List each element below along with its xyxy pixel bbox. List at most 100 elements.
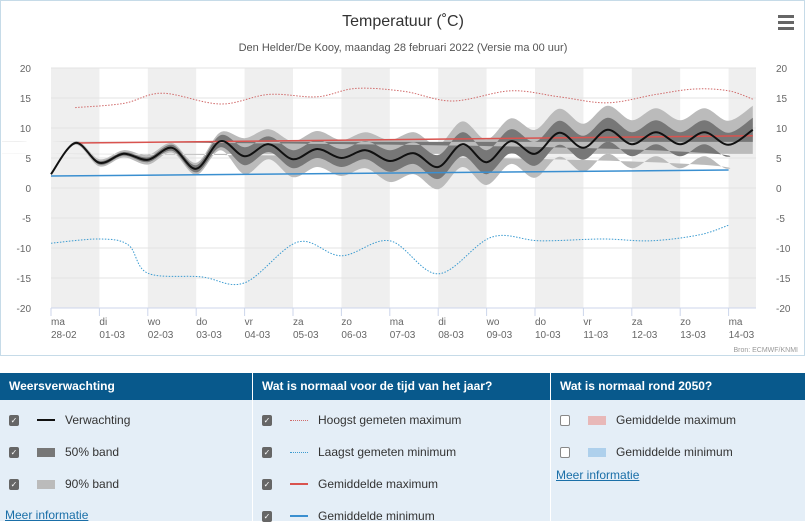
- line-swatch: [290, 419, 308, 421]
- line-swatch: [290, 451, 308, 453]
- y-tick-label-left: 5: [25, 154, 31, 165]
- line-swatch: [290, 483, 308, 485]
- menu-icon[interactable]: [778, 15, 794, 33]
- checkbox[interactable]: ✓: [262, 478, 272, 490]
- legend-2050: Wat is normaal rond 2050? Gemiddelde max…: [551, 373, 805, 521]
- y-tick-label-right: 15: [776, 94, 788, 105]
- x-tick-date: 13-03: [680, 330, 706, 341]
- x-tick-day: zo: [680, 317, 691, 328]
- x-tick-day: di: [438, 317, 446, 328]
- x-tick-date: 02-03: [148, 330, 174, 341]
- y-tick-label-left: 10: [20, 124, 32, 135]
- toggle-laagst-gemeten[interactable]: ✓ Laagst gemeten minimum: [253, 436, 550, 468]
- x-tick-day: vr: [583, 317, 592, 328]
- legend-header: Wat is normaal voor de tijd van het jaar…: [253, 373, 550, 400]
- y-tick-label-right: -15: [776, 274, 791, 285]
- y-tick-label-right: 20: [776, 64, 788, 75]
- y-tick-label-left: 0: [25, 184, 31, 195]
- toggle-50-band[interactable]: ✓ 50% band: [0, 436, 252, 468]
- band-swatch: [588, 447, 606, 457]
- chart-subtitle: Den Helder/De Kooy, maandag 28 februari …: [239, 42, 568, 54]
- x-tick-day: zo: [341, 317, 352, 328]
- y-tick-label-right: -10: [776, 244, 791, 255]
- toggle-2050-maximum[interactable]: Gemiddelde maximum: [551, 404, 805, 436]
- chart-title: Temperatuur (˚C): [342, 13, 464, 30]
- y-tick-label-left: -20: [17, 304, 32, 315]
- x-tick-date: 09-03: [487, 330, 513, 341]
- x-tick-day: ma: [729, 317, 743, 328]
- band-swatch: [37, 479, 55, 489]
- x-tick-day: vr: [245, 317, 254, 328]
- legend-label: Gemiddelde maximum: [318, 477, 439, 491]
- x-tick-day: wo: [147, 317, 161, 328]
- toggle-hoogst-gemeten[interactable]: ✓ Hoogst gemeten maximum: [253, 404, 550, 436]
- source-credit: Bron: ECMWF/KNMI: [733, 347, 798, 354]
- legend-normal: Wat is normaal voor de tijd van het jaar…: [253, 373, 551, 523]
- checkbox[interactable]: ✓: [9, 478, 19, 490]
- band-50: [1, 117, 753, 180]
- hoogst-gemeten-maximum-line: [75, 87, 753, 109]
- toggle-2050-minimum[interactable]: Gemiddelde minimum: [551, 436, 805, 468]
- x-tick-date: 04-03: [245, 330, 271, 341]
- legend-label: Gemiddelde maximum: [616, 413, 737, 427]
- y-tick-label-left: -5: [22, 214, 31, 225]
- temperature-chart: 20 20 15 15 10 10 5 5 0 0 -5 -5 -10 -10 -15 -15 -20 -20 ma…: [1, 13, 798, 354]
- checkbox[interactable]: ✓: [9, 446, 19, 458]
- checkbox[interactable]: ✓: [262, 510, 272, 522]
- x-tick-date: 01-03: [99, 330, 125, 341]
- band-swatch: [588, 415, 606, 425]
- x-tick-date: 14-03: [729, 330, 755, 341]
- x-tick-day: ma: [51, 317, 65, 328]
- x-tick-day: za: [632, 317, 643, 328]
- chart-panel: 20 20 15 15 10 10 5 5 0 0 -5 -5 -10 -10 -15 -15 -20 -20 ma…: [0, 0, 805, 356]
- legend-label: 90% band: [65, 477, 120, 491]
- y-tick-label-right: -20: [776, 304, 791, 315]
- legend-panel: Weersverwachting ✓ Verwachting ✓ 50% band …: [0, 373, 805, 523]
- gemiddelde-maximum-line: [75, 135, 753, 144]
- x-tick-day: za: [293, 317, 304, 328]
- x-tick-date: 05-03: [293, 330, 319, 341]
- legend-label: Verwachting: [65, 413, 131, 427]
- toggle-90-band[interactable]: ✓ 90% band: [0, 468, 252, 500]
- x-tick-date: 06-03: [341, 330, 367, 341]
- x-tick-date: 11-03: [583, 330, 608, 341]
- x-tick-date: 07-03: [390, 330, 416, 341]
- x-tick-day: do: [196, 317, 208, 328]
- x-tick-date: 28-02: [51, 330, 77, 341]
- toggle-gemiddelde-maximum[interactable]: ✓ Gemiddelde maximum: [253, 468, 550, 500]
- toggle-verwachting[interactable]: ✓ Verwachting: [0, 404, 252, 436]
- legend-label: Hoogst gemeten maximum: [318, 413, 462, 427]
- x-tick-day: wo: [486, 317, 500, 328]
- x-tick-date: 08-03: [438, 330, 464, 341]
- x-tick-date: 03-03: [196, 330, 222, 341]
- y-tick-label-right: 10: [776, 124, 788, 135]
- x-tick-date: 12-03: [632, 330, 658, 341]
- y-tick-label-right: 5: [776, 154, 782, 165]
- legend-label: Laagst gemeten minimum: [318, 445, 457, 459]
- y-tick-label-left: 15: [20, 94, 32, 105]
- y-tick-label-right: -5: [776, 214, 785, 225]
- x-tick-day: di: [99, 317, 107, 328]
- checkbox[interactable]: ✓: [262, 414, 272, 426]
- x-tick-date: 10-03: [535, 330, 561, 341]
- gemiddelde-minimum-line: [50, 169, 729, 177]
- legend-label: Gemiddelde minimum: [616, 445, 733, 459]
- laagst-gemeten-minimum-line: [50, 224, 729, 286]
- verwachting-line: [50, 128, 754, 175]
- checkbox[interactable]: ✓: [9, 414, 19, 426]
- toggle-gemiddelde-minimum[interactable]: ✓ Gemiddelde minimum: [253, 500, 550, 532]
- y-tick-label-right: 0: [776, 184, 782, 195]
- checkbox[interactable]: [560, 414, 570, 426]
- band-swatch: [37, 447, 55, 457]
- y-tick-label-left: 20: [20, 64, 32, 75]
- legend-forecast: Weersverwachting ✓ Verwachting ✓ 50% band …: [0, 373, 253, 522]
- y-tick-label-left: -10: [17, 244, 32, 255]
- line-swatch: [37, 419, 55, 421]
- x-tick-day: ma: [390, 317, 404, 328]
- checkbox[interactable]: [560, 446, 570, 458]
- x-tick-day: do: [535, 317, 547, 328]
- meer-informatie-link[interactable]: Meer informatie: [556, 468, 640, 482]
- checkbox[interactable]: ✓: [262, 446, 272, 458]
- meer-informatie-link[interactable]: Meer informatie: [5, 508, 89, 522]
- y-tick-label-left: -15: [17, 274, 32, 285]
